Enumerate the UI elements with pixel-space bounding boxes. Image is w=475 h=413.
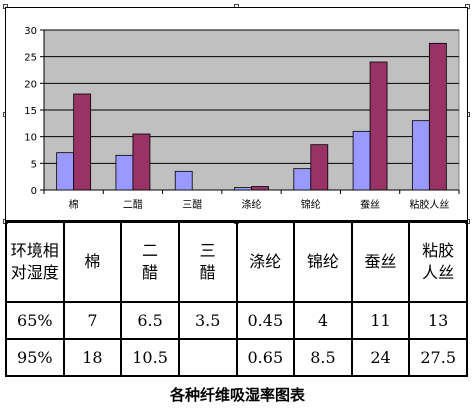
bar-series2 [251,186,269,191]
table-cell [177,338,238,377]
table-cell: 0.45 [235,301,296,340]
table-cell: 8.5 [293,338,353,377]
table-cell: 6.5 [120,301,180,340]
chart-caption: 各种纤维吸湿率图表 [169,386,305,404]
table-header-row: 环境相对湿度 棉 二醋 三醋 涤纶 锦纶 蚕丝 粘胶人丝 [5,221,468,303]
header-cell: 三醋 [177,221,238,303]
x-tick-label: 涤纶 [242,198,262,211]
bar-series1 [411,120,430,191]
table-row: 65% 7 6.5 3.5 0.45 4 11 13 [5,301,468,340]
bar-series2 [428,42,447,191]
table-cell: 24 [350,338,411,377]
bar-series1 [234,187,252,191]
y-tick-label: 10 [24,133,37,144]
table-cell: 4 [293,301,353,340]
x-tick-label: 蚕丝 [360,199,380,211]
table-cell: 10.5 [120,338,180,377]
y-tick-label: 15 [24,106,37,117]
header-cell: 二醋 [120,221,180,303]
header-cell: 锦纶 [293,221,353,303]
x-tick-label: 三醋 [182,198,202,211]
table-cell: 3.5 [177,301,238,340]
table-cell: 7 [62,301,123,340]
data-table: 环境相对湿度 棉 二醋 三醋 涤纶 锦纶 蚕丝 粘胶人丝 65% 7 6.5 3… [5,221,468,377]
header-cell: 环境相对湿度 [5,221,65,303]
bar-series1 [174,170,193,191]
x-tick-label: 粘胶人丝 [409,198,449,211]
header-cell: 蚕丝 [350,221,411,303]
y-tick-label: 5 [31,159,37,170]
x-tick-label: 锦纶 [301,198,321,211]
bar-series2 [73,93,92,191]
table-cell: 27.5 [408,338,468,377]
table-cell: 18 [62,338,123,377]
y-tick-label: 0 [31,186,37,197]
header-cell: 涤纶 [235,221,296,303]
bar-series1 [352,130,371,191]
x-tick-label: 二醋 [123,198,143,211]
table-cell: 11 [350,301,411,340]
header-cell: 粘胶人丝 [408,221,468,303]
bar-series1 [56,152,75,191]
y-tick-label: 30 [24,26,37,37]
bar-series2 [132,133,151,191]
bar-series1 [115,154,134,191]
x-tick-label: 棉 [69,198,79,211]
table-row: 95% 18 10.5 0.65 8.5 24 27.5 [5,338,468,377]
header-cell: 棉 [62,221,123,303]
bar-series1 [293,168,312,191]
bar-series2 [310,144,329,191]
y-tick-label: 25 [24,53,37,64]
bar-series2 [369,61,388,191]
table-cell: 65% [5,301,65,340]
table-cell: 13 [408,301,468,340]
bar-chart: 0 5 10 15 20 25 30 棉 二醋 三醋 涤纶 锦纶 蚕丝 粘胶人丝 [24,26,460,211]
table-cell: 95% [5,338,65,377]
chart-object[interactable]: 0 5 10 15 20 25 30 棉 二醋 三醋 涤纶 锦纶 蚕丝 粘胶人丝 [5,7,468,221]
table-cell: 0.65 [235,338,296,377]
y-tick-label: 20 [24,79,37,90]
